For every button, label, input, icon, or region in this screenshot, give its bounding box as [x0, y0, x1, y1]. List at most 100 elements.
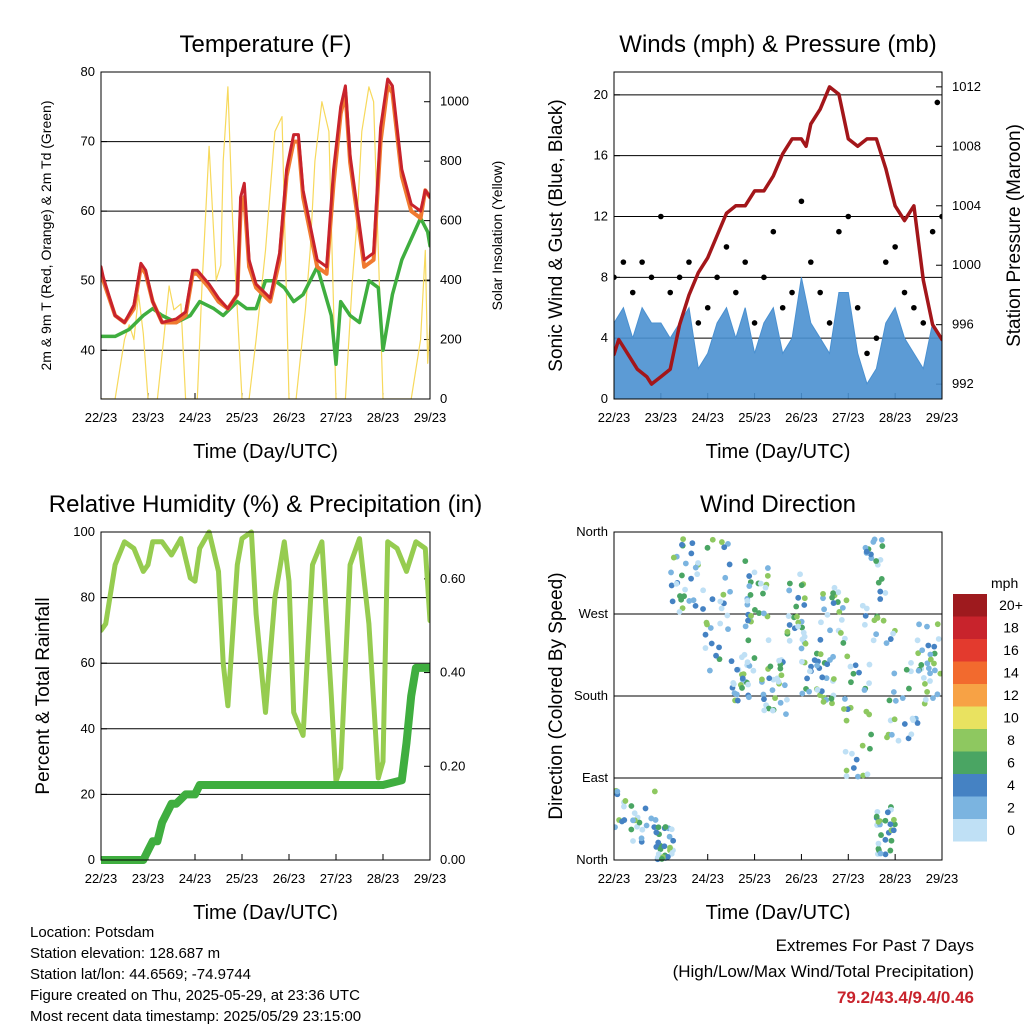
legend-swatch	[953, 796, 987, 819]
y-right-tick-label: 1004	[952, 198, 981, 213]
direction-point	[679, 541, 685, 548]
x-tick-label: 26/23	[273, 871, 306, 886]
x-tick-label: 23/23	[132, 410, 165, 425]
direction-point	[689, 540, 696, 547]
y-right-tick-label: 1000	[952, 257, 981, 272]
direction-point	[925, 642, 932, 649]
legend-swatch	[953, 661, 987, 684]
gust-point	[648, 274, 655, 281]
direction-point	[786, 622, 793, 628]
direction-point	[664, 853, 671, 860]
direction-point	[901, 721, 908, 727]
direction-point	[798, 582, 805, 589]
x-tick-label: 22/23	[85, 410, 118, 425]
direction-point	[931, 667, 938, 674]
direction-point	[667, 844, 673, 851]
direction-point	[824, 611, 831, 618]
y-tick-label: 0	[601, 391, 608, 406]
direction-point	[742, 558, 749, 565]
legend-swatch	[953, 616, 987, 639]
direction-point	[799, 690, 806, 697]
direction-point	[866, 680, 872, 687]
direction-point	[745, 617, 751, 624]
direction-point	[842, 748, 849, 755]
direction-point	[786, 580, 793, 587]
legend-label: 18	[1003, 620, 1019, 636]
direction-point	[875, 840, 882, 847]
direction-point	[840, 640, 847, 646]
direction-point	[651, 788, 658, 795]
direction-point	[844, 653, 851, 660]
direction-point	[786, 587, 793, 594]
direction-point	[811, 657, 818, 663]
direction-point	[720, 591, 727, 598]
direction-point	[882, 590, 889, 596]
direction-point	[679, 572, 685, 579]
direction-point	[765, 637, 772, 644]
direction-point	[878, 536, 885, 543]
direction-point	[724, 612, 731, 619]
direction-point	[867, 745, 873, 752]
direction-point	[878, 832, 884, 838]
direction-point	[817, 636, 824, 643]
legend-label: 20+	[999, 597, 1023, 613]
gust-point	[873, 335, 880, 341]
direction-point	[804, 675, 810, 682]
gust-point	[667, 289, 674, 296]
direction-point	[887, 636, 894, 642]
gust-point	[939, 213, 942, 220]
direction-point	[814, 662, 820, 669]
direction-point	[856, 669, 862, 676]
x-tick-label: 22/23	[598, 871, 631, 886]
elevation-text: Station elevation: 128.687 m	[30, 945, 221, 962]
direction-point	[862, 612, 869, 619]
gust-point	[808, 259, 814, 265]
direction-point	[861, 687, 868, 693]
legend-swatch	[953, 819, 987, 842]
station-pressure-line	[614, 85, 942, 386]
direction-point	[797, 571, 803, 578]
winds-xlabel: Time (Day/UTC)	[706, 441, 851, 463]
direction-point	[916, 621, 922, 628]
direction-point	[746, 583, 753, 589]
direction-point	[752, 606, 758, 613]
direction-point	[751, 569, 758, 576]
gust-point	[714, 274, 720, 281]
direction-point	[866, 661, 873, 668]
direction-point	[919, 647, 926, 654]
direction-point	[631, 810, 638, 817]
direction-point	[801, 633, 808, 640]
direction-point	[762, 584, 769, 591]
direction-point	[890, 689, 897, 695]
y-right-tick-label: 0.60	[440, 571, 465, 586]
direction-point	[680, 536, 687, 543]
legend-swatch	[953, 684, 987, 707]
direction-point	[864, 771, 871, 778]
direction-point	[621, 803, 627, 810]
dewpoint-2m-line	[101, 216, 430, 366]
direction-point	[890, 630, 896, 637]
x-tick-label: 26/23	[273, 410, 306, 425]
x-tick-label: 25/23	[226, 871, 259, 886]
direction-point	[639, 826, 646, 833]
y-right-tick-label: 0.00	[440, 852, 465, 867]
direction-point	[806, 688, 813, 695]
direction-frame	[613, 531, 943, 861]
direction-point	[702, 645, 709, 651]
direction-point	[704, 544, 711, 551]
gust-point	[892, 244, 898, 250]
extremes-values: 79.2/43.4/9.4/0.46	[836, 988, 974, 1007]
recent-data-text: Most recent data timestamp: 2025/05/29 2…	[30, 1008, 362, 1025]
gust-point	[733, 289, 739, 296]
direction-point	[682, 586, 688, 593]
direction-point	[777, 699, 784, 706]
x-tick-label: 25/23	[738, 410, 771, 425]
direction-point	[692, 602, 699, 609]
direction-point	[721, 544, 728, 551]
direction-point	[688, 575, 694, 582]
direction-point	[746, 573, 753, 579]
direction-point	[873, 631, 880, 638]
direction-point	[931, 660, 937, 667]
direction-plot-area	[614, 536, 942, 863]
direction-point	[915, 650, 922, 657]
